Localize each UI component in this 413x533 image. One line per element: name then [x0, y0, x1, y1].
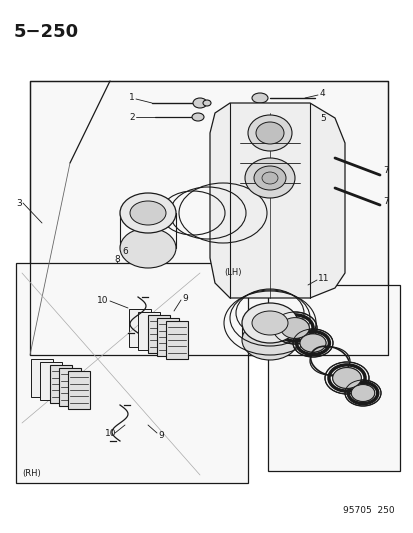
Text: 9: 9	[158, 431, 164, 440]
Text: 8: 8	[114, 254, 120, 263]
Text: 9: 9	[182, 294, 188, 303]
Text: 6: 6	[122, 246, 128, 255]
Polygon shape	[68, 371, 90, 409]
Polygon shape	[50, 365, 72, 403]
Polygon shape	[209, 103, 344, 298]
Ellipse shape	[242, 320, 297, 360]
Text: 10: 10	[105, 430, 116, 439]
Polygon shape	[59, 368, 81, 406]
Text: 10: 10	[96, 295, 108, 304]
Text: 5−250: 5−250	[14, 23, 79, 41]
Polygon shape	[166, 321, 188, 359]
Text: (RH): (RH)	[22, 469, 40, 478]
Text: 5: 5	[319, 114, 325, 123]
Bar	[30, 81, 387, 355]
Ellipse shape	[120, 193, 176, 233]
Ellipse shape	[254, 166, 285, 190]
Ellipse shape	[252, 311, 287, 335]
Text: 11: 11	[317, 273, 329, 282]
Ellipse shape	[192, 113, 204, 121]
Text: 1: 1	[129, 93, 135, 101]
Ellipse shape	[242, 303, 297, 343]
Ellipse shape	[351, 384, 374, 401]
Polygon shape	[31, 359, 53, 397]
Ellipse shape	[255, 122, 283, 144]
Ellipse shape	[192, 98, 206, 108]
Polygon shape	[147, 315, 170, 353]
Ellipse shape	[130, 201, 166, 225]
Bar	[267, 285, 399, 471]
Text: 3: 3	[16, 198, 22, 207]
Text: 95705  250: 95705 250	[342, 506, 394, 515]
Polygon shape	[129, 309, 151, 347]
Text: (LH): (LH)	[224, 268, 242, 277]
Bar	[16, 263, 247, 483]
Ellipse shape	[247, 115, 291, 151]
Ellipse shape	[280, 318, 309, 338]
Polygon shape	[157, 318, 178, 356]
Text: 6: 6	[292, 333, 298, 342]
Ellipse shape	[202, 100, 211, 106]
Polygon shape	[138, 312, 159, 350]
Text: 7: 7	[382, 197, 388, 206]
Polygon shape	[40, 362, 62, 400]
Ellipse shape	[244, 158, 294, 198]
Ellipse shape	[261, 172, 277, 184]
Ellipse shape	[120, 228, 176, 268]
Text: 7: 7	[382, 166, 388, 174]
Ellipse shape	[299, 334, 325, 352]
Ellipse shape	[332, 368, 361, 389]
Ellipse shape	[252, 93, 267, 103]
Text: 4: 4	[319, 88, 325, 98]
Text: 2: 2	[129, 112, 135, 122]
